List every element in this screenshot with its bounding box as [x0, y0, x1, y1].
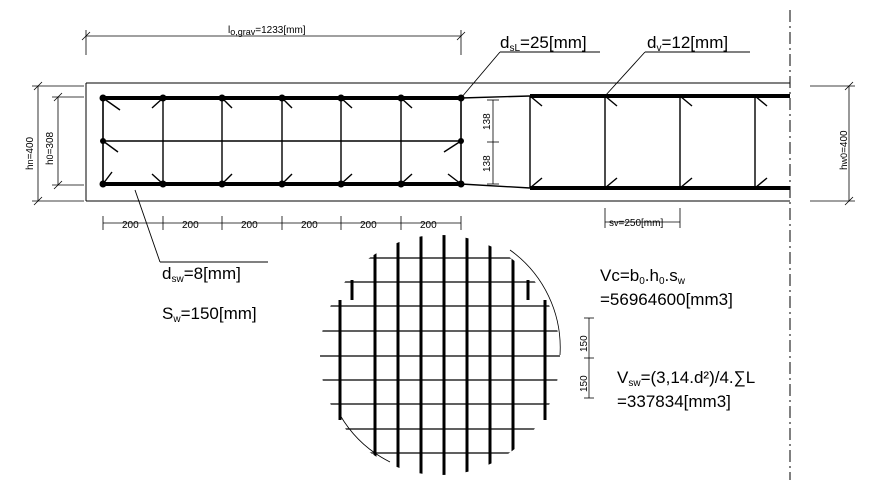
spacing-label: 200	[420, 220, 437, 231]
beam-outline	[85, 10, 791, 480]
spacing-label: 200	[301, 220, 318, 231]
half-bottom-label: 138	[482, 155, 493, 172]
vsw-value: =337834[mm3]	[617, 392, 731, 411]
vsw-formula: Vsw=(3,14.d²)/4.∑L	[617, 368, 755, 389]
right-h-label: hw0=400	[839, 130, 850, 170]
left-h-label: hn=400	[25, 136, 36, 170]
stirrups-left	[102, 97, 462, 185]
dimension-lines	[32, 30, 855, 399]
stirrups-right	[529, 95, 768, 189]
grid-detail	[320, 235, 561, 475]
dsw-label: dsw=8[mm]	[162, 264, 241, 285]
leader-lines	[134, 51, 750, 263]
dv-label: dv=12[mm]	[647, 33, 728, 54]
spacing-label: 200	[241, 220, 258, 231]
half-top-label: 138	[482, 113, 493, 130]
vc-value: =56964600[mm3]	[600, 290, 733, 309]
spacing-label: 200	[182, 220, 199, 231]
vc-formula: Vc=b0.h0.sw	[600, 266, 686, 287]
grid-spacing-label: 150	[579, 335, 590, 352]
spacing-label: 200	[122, 220, 139, 231]
spacing-label: 200	[360, 220, 377, 231]
sw-spacing-label: sv=250[mm]	[609, 218, 663, 229]
left-h0-label: h0=308	[45, 131, 56, 165]
dsl-label: dsL=25[mm]	[500, 33, 587, 54]
bar-dots	[99, 94, 465, 188]
top-length-label: lo,grav=1233[mm]	[228, 25, 306, 37]
grid-spacing-label: 150	[579, 375, 590, 392]
longitudinal-bars	[102, 94, 790, 190]
sw-label: Sw=150[mm]	[162, 304, 257, 325]
